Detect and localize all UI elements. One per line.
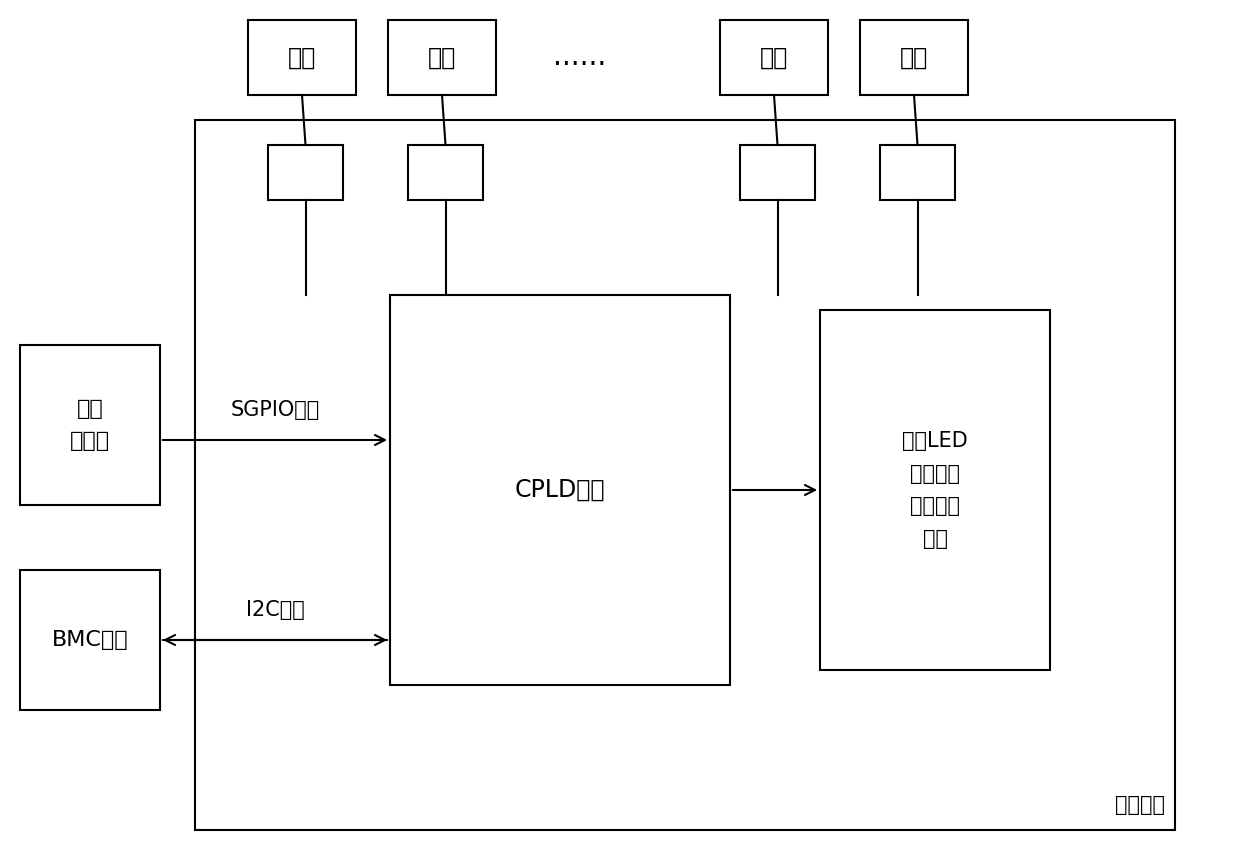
- Text: I2C信号: I2C信号: [246, 600, 304, 620]
- Bar: [391, 295, 730, 685]
- Text: SGPIO信号: SGPIO信号: [231, 400, 320, 420]
- Text: 硬盘: 硬盘: [760, 45, 789, 69]
- Text: 硬盘: 硬盘: [288, 45, 316, 69]
- Bar: [740, 145, 815, 200]
- Bar: [20, 570, 160, 710]
- Text: 硬盘
控制器: 硬盘 控制器: [69, 399, 110, 452]
- Bar: [248, 20, 356, 95]
- Text: 硬盘背板: 硬盘背板: [1115, 795, 1166, 815]
- Text: 基于LED
灯的硬盘
状态指示
模块: 基于LED 灯的硬盘 状态指示 模块: [903, 431, 968, 549]
- Text: CPLD芯片: CPLD芯片: [515, 478, 605, 502]
- Bar: [820, 310, 1050, 670]
- Bar: [408, 145, 484, 200]
- Bar: [195, 120, 1176, 830]
- Bar: [268, 145, 343, 200]
- Text: BMC芯片: BMC芯片: [52, 630, 128, 650]
- Bar: [861, 20, 968, 95]
- Text: ......: ......: [553, 43, 606, 71]
- Bar: [720, 20, 828, 95]
- Bar: [880, 145, 955, 200]
- Bar: [388, 20, 496, 95]
- Text: 硬盘: 硬盘: [428, 45, 456, 69]
- Bar: [20, 345, 160, 505]
- Text: 硬盘: 硬盘: [900, 45, 928, 69]
